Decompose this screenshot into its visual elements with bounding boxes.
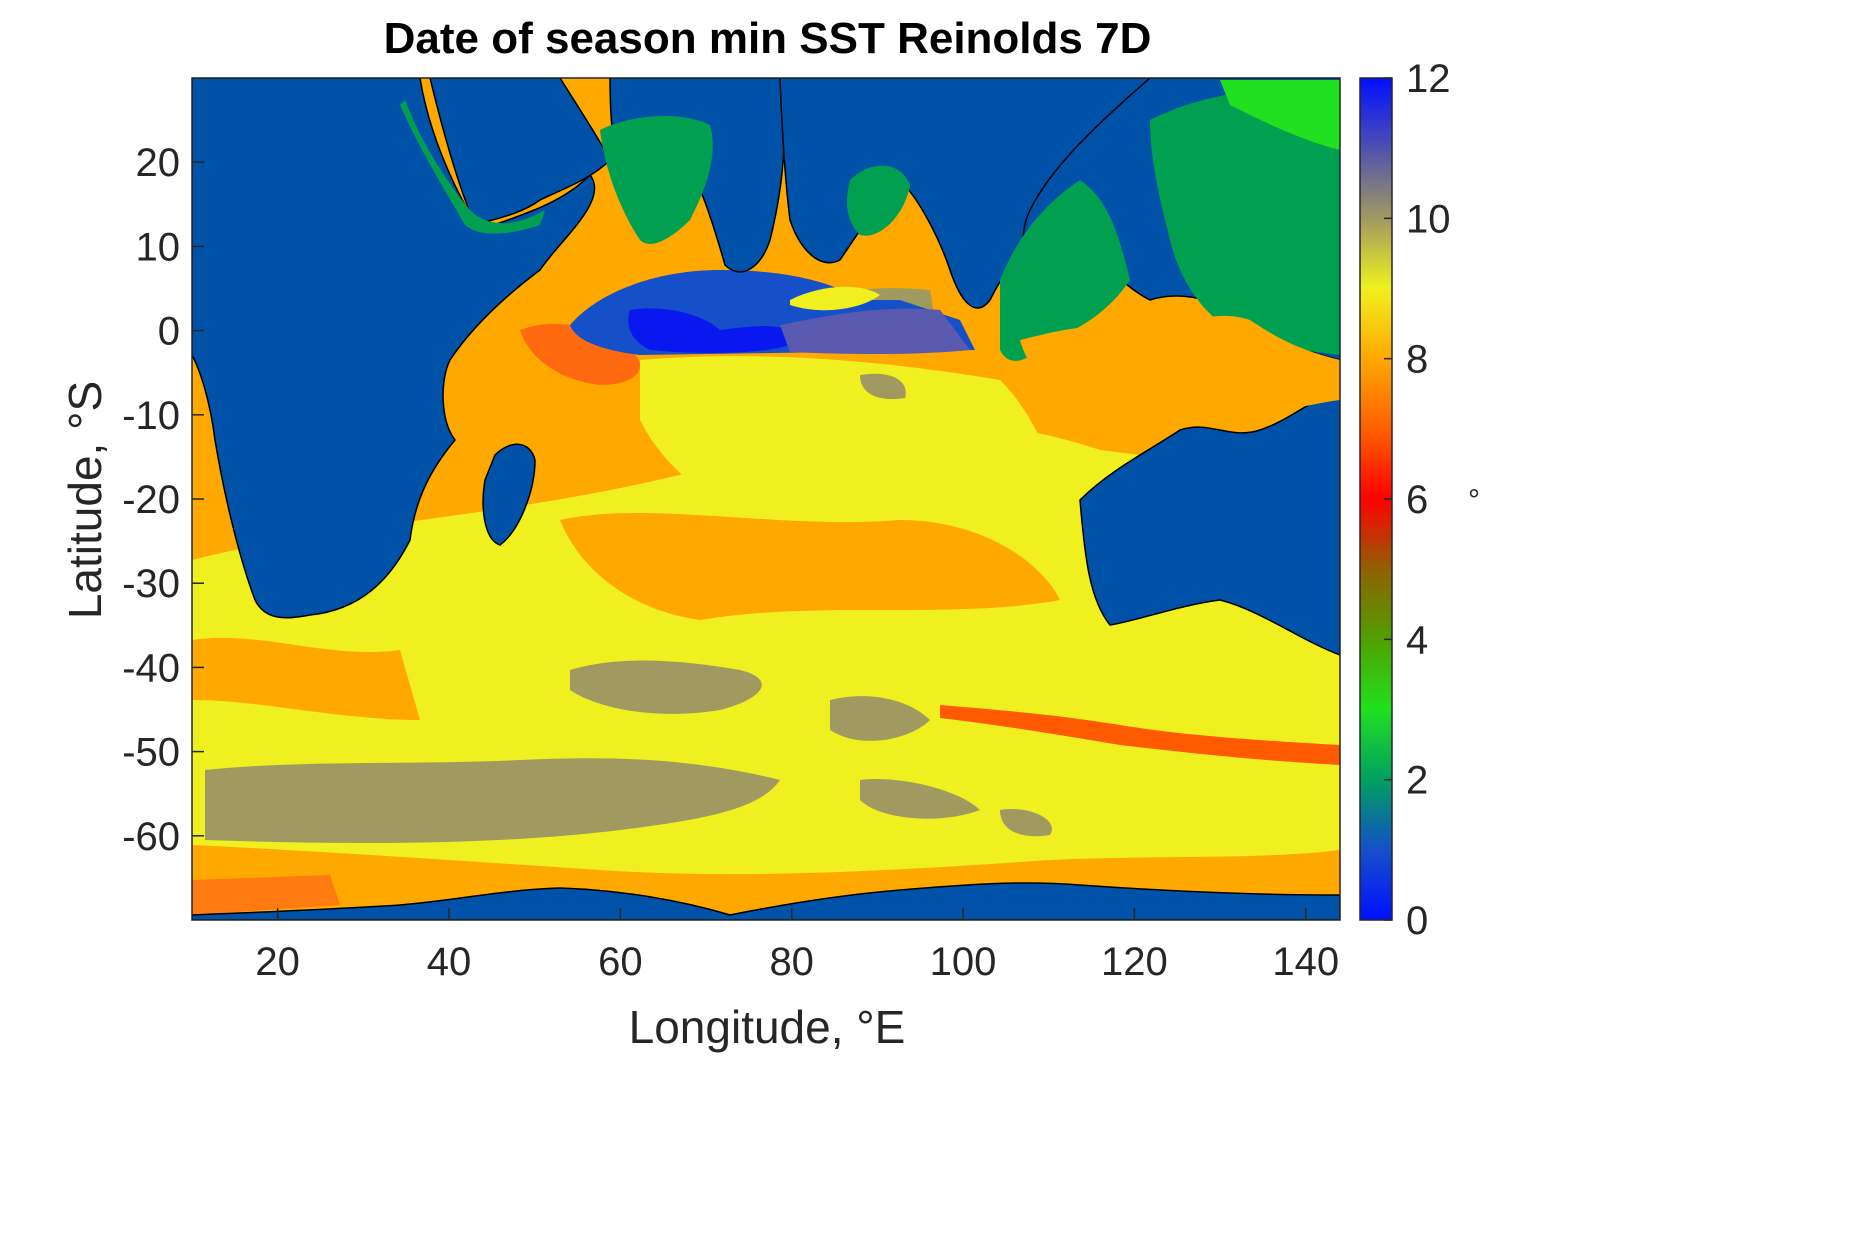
- region-green-bay-bengal: [847, 165, 910, 236]
- colorbar-tick-label: 10: [1406, 197, 1451, 241]
- y-tick-label: -20: [122, 478, 180, 522]
- region-green-persian-gulf-india: [600, 115, 713, 244]
- land-antarctica: [192, 882, 1340, 920]
- x-tick-label: 80: [769, 940, 814, 984]
- x-tick-label: 100: [930, 940, 997, 984]
- region-dark-orange-antarctic: [192, 875, 340, 915]
- region-olive-south-band: [205, 758, 780, 843]
- colorbar-unit-label: °: [1468, 484, 1480, 517]
- y-tick-label: 20: [136, 141, 181, 185]
- region-purple-equator: [780, 308, 970, 355]
- y-tick-label: -40: [122, 646, 180, 690]
- x-tick-label: 40: [427, 940, 472, 984]
- region-orange-south: [192, 637, 420, 720]
- colorbar-tick-label: 6: [1406, 478, 1428, 522]
- region-orange-band-indian: [560, 512, 1060, 620]
- x-tick-label: 60: [598, 940, 643, 984]
- land-africa: [192, 78, 596, 619]
- region-green-indonesia: [1000, 180, 1130, 361]
- y-tick-label: 10: [136, 225, 181, 269]
- colorbar-tick-label: 2: [1406, 759, 1428, 803]
- y-tick-label: -30: [122, 562, 180, 606]
- y-tick-label: -60: [122, 815, 180, 859]
- region-red-strip: [940, 705, 1340, 765]
- land-arabia: [429, 78, 611, 226]
- y-tick-label: -50: [122, 731, 180, 775]
- x-axis-label: Longitude, °E: [628, 1001, 906, 1053]
- region-bright-green-pacific: [1220, 80, 1340, 150]
- y-tick-label: 0: [158, 310, 180, 354]
- region-yellow-central: [640, 356, 1080, 560]
- region-green-red-sea: [400, 100, 545, 234]
- colorbar-tick-label: 0: [1406, 899, 1428, 943]
- colorbar-tick-label: 8: [1406, 338, 1428, 382]
- colorbar-tick-label: 12: [1406, 57, 1451, 101]
- colorbar-tick-label: 4: [1406, 618, 1428, 662]
- x-tick-label: 120: [1101, 940, 1168, 984]
- colorbar-ticks: 0 2 4 6 8 10 12: [1384, 57, 1451, 943]
- x-axis-ticks: 20 40 60 80 100 120 140: [255, 908, 1339, 984]
- y-tick-label: -10: [122, 394, 180, 438]
- y-axis-ticks: 20 10 0 -10 -20 -30 -40 -50 -60: [122, 141, 204, 859]
- x-tick-label: 140: [1272, 940, 1339, 984]
- land-madagascar: [482, 443, 536, 546]
- region-orange-indonesia: [1020, 315, 1340, 420]
- region-olive-patches: [570, 660, 1052, 837]
- region-bright-blue-equator: [628, 308, 800, 353]
- x-tick-label: 20: [255, 940, 300, 984]
- region-green-pacific: [1150, 88, 1340, 355]
- chart-title: Date of season min SST Reinolds 7D: [383, 14, 1152, 63]
- region-yellow-equator-patch: [790, 286, 880, 311]
- plot-area: [192, 78, 1340, 920]
